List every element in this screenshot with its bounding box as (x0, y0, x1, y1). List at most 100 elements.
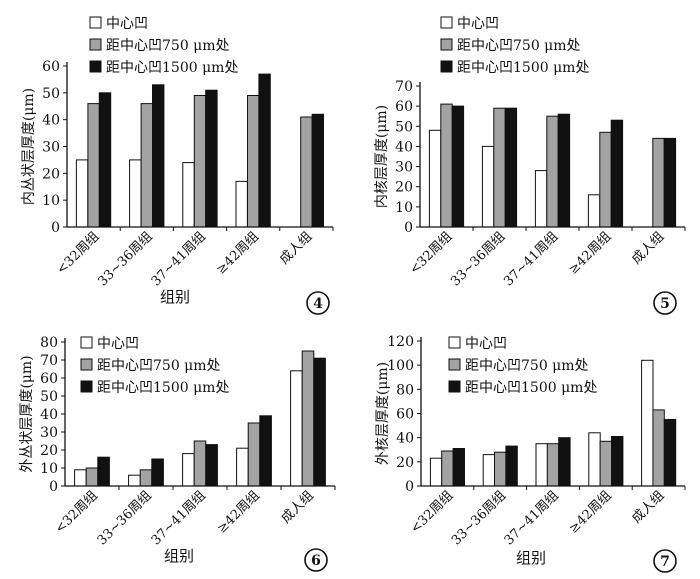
panel-number-circle (653, 549, 677, 573)
x-tick-label: ≥42周组 (566, 488, 614, 536)
y-tick-label: 50 (395, 119, 413, 135)
legend-swatch (440, 16, 453, 29)
y-tick-label: 20 (42, 166, 60, 182)
bar (313, 357, 326, 487)
bar (205, 89, 218, 228)
bar (493, 107, 506, 228)
x-tick-label: ≥42周组 (214, 488, 262, 536)
y-tick-label: 0 (405, 479, 414, 495)
x-tick-label: 37~41周组 (502, 488, 562, 548)
bar (611, 436, 624, 487)
legend-swatch (448, 336, 461, 349)
bar (129, 159, 142, 228)
bar (557, 113, 571, 228)
bar (588, 432, 601, 487)
bar (87, 103, 100, 228)
bar (74, 469, 87, 487)
y-tick-label: 0 (49, 479, 58, 495)
bar (247, 422, 261, 487)
x-tick-label: <32周组 (52, 488, 100, 536)
y-axis-label: 外丛状层厚度(μm) (19, 355, 35, 472)
panel-number-circle (306, 291, 330, 315)
bar (428, 129, 442, 228)
x-tick-label: 37~41周组 (149, 488, 209, 548)
x-tick-label: ≥42周组 (566, 229, 614, 277)
bar (97, 456, 110, 487)
bar (290, 370, 303, 487)
y-tick-label: 60 (40, 371, 58, 387)
x-tick-label: 33~36周组 (449, 488, 509, 548)
bar (182, 162, 195, 228)
bar (311, 113, 325, 228)
legend-label: 中心凹 (457, 16, 499, 32)
bar (558, 437, 571, 487)
legend-label: 距中心凹1500 μm处 (106, 60, 238, 76)
bar (98, 92, 112, 228)
bar (258, 73, 271, 228)
bar (205, 444, 218, 487)
y-tick-label: 60 (395, 99, 413, 115)
bar (152, 84, 165, 228)
bar (85, 467, 99, 487)
bar (494, 451, 507, 487)
bar (301, 350, 315, 487)
y-tick-label: 10 (395, 200, 413, 216)
y-tick-label: 20 (40, 443, 58, 459)
bar (440, 103, 453, 228)
panel-number-circle (304, 548, 328, 572)
legend-swatch (89, 38, 102, 51)
y-tick-label: 20 (395, 180, 413, 196)
panel-number: 6 (311, 553, 321, 569)
legend-label: 距中心凹750 μm处 (97, 358, 221, 374)
x-tick-label: 成人组 (277, 229, 315, 267)
legend-swatch (89, 60, 102, 73)
bar (504, 107, 518, 228)
y-tick-label: 70 (40, 353, 58, 369)
legend-swatch (448, 380, 461, 393)
x-tick-label: 37~41周组 (149, 229, 209, 289)
bar (663, 419, 677, 487)
bar (546, 115, 559, 228)
bar (259, 415, 272, 487)
bar (534, 170, 548, 228)
x-axis-label: 组别 (160, 288, 190, 306)
legend-swatch (440, 60, 453, 73)
bar (505, 445, 518, 487)
x-tick-label: <32周组 (54, 229, 102, 277)
bar (193, 440, 207, 487)
legend-label: 中心凹 (97, 336, 139, 352)
legend-swatch (440, 38, 453, 51)
y-tick-label: 0 (51, 220, 60, 236)
bar (535, 443, 548, 487)
x-tick-label: 成人组 (629, 488, 667, 526)
x-axis-label: 组别 (164, 547, 194, 565)
x-tick-label: 37~41周组 (501, 229, 561, 289)
bar (546, 443, 560, 487)
y-tick-label: 30 (395, 160, 413, 176)
bar (652, 137, 665, 228)
bar (182, 453, 195, 487)
bar (452, 448, 466, 487)
legend-swatch (448, 358, 461, 371)
y-tick-label: 30 (40, 425, 58, 441)
legend-label: 距中心凹1500 μm处 (465, 380, 597, 396)
bar (247, 95, 260, 228)
y-tick-label: 60 (42, 59, 60, 75)
bar (641, 359, 654, 487)
x-tick-label: 成人组 (279, 488, 317, 526)
bar (128, 474, 141, 487)
y-tick-label: 40 (42, 113, 60, 129)
legend-swatch (80, 380, 93, 393)
bar (140, 103, 154, 228)
y-axis-label: 内核层厚度(μm) (374, 105, 390, 208)
x-tick-label: 33~36周组 (96, 229, 156, 289)
bar (441, 450, 454, 487)
y-tick-label: 60 (396, 407, 414, 423)
y-tick-label: 10 (42, 193, 60, 209)
x-tick-label: <32周组 (408, 488, 456, 536)
panel-number: 5 (660, 296, 670, 312)
